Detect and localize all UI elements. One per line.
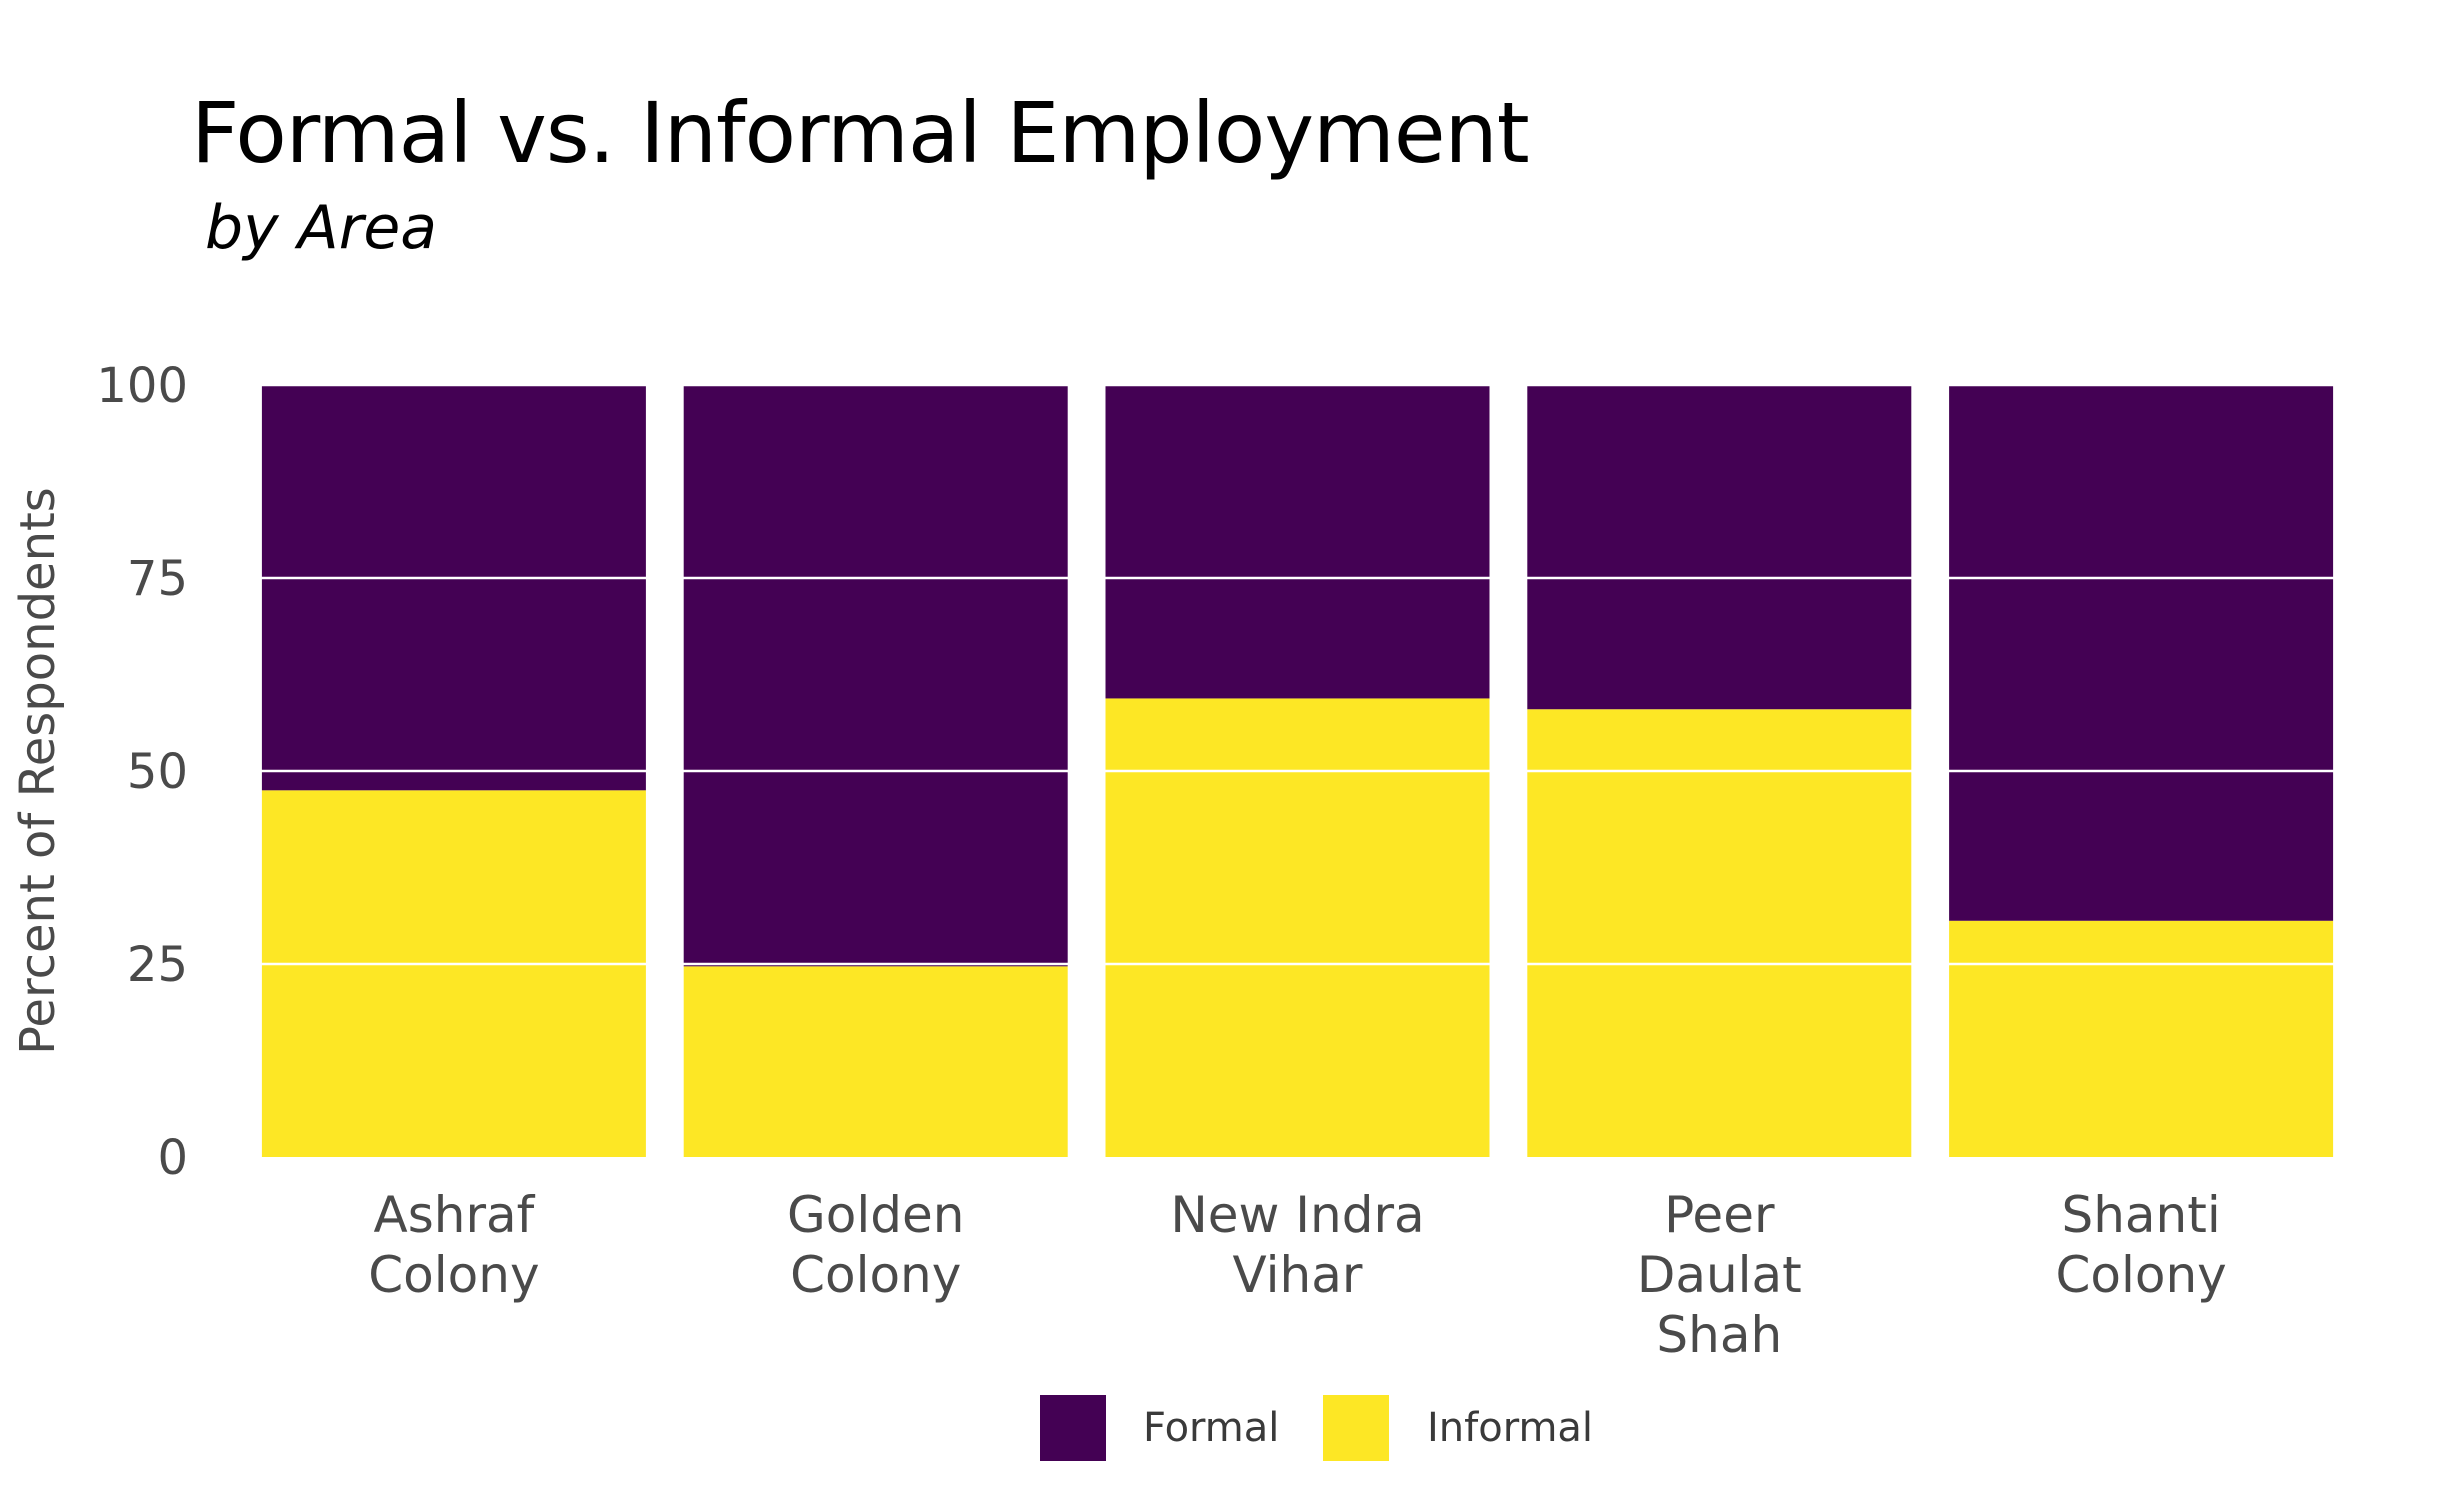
x-tick-label-2: New Indra Vihar — [1170, 1186, 1424, 1304]
y-tick-label-4: 100 — [96, 358, 188, 414]
y-tick-label-2: 50 — [127, 744, 188, 800]
bar-informal-0 — [261, 790, 646, 1157]
x-tick-label-0: Ashraf Colony — [368, 1186, 539, 1304]
bar-informal-2 — [1105, 698, 1490, 1157]
bar-informal-1 — [683, 966, 1068, 1157]
bar-informal-3 — [1527, 709, 1912, 1157]
y-axis-label: Percent of Respondents — [10, 487, 66, 1055]
bar-formal-3 — [1527, 385, 1912, 710]
chart-title: Formal vs. Informal Employment — [191, 84, 1530, 182]
x-tick-label-3: Peer Daulat Shah — [1637, 1186, 1802, 1364]
legend-swatch-formal — [1040, 1395, 1106, 1461]
bar-formal-4 — [1949, 385, 2334, 921]
bar-informal-4 — [1949, 920, 2334, 1157]
y-tick-label-0: 0 — [157, 1130, 188, 1186]
y-tick-label-1: 25 — [127, 937, 188, 993]
x-tick-label-1: Golden Colony — [787, 1186, 964, 1304]
legend-label-formal: Formal — [1143, 1405, 1279, 1451]
y-tick-label-3: 75 — [127, 551, 188, 607]
bar-formal-0 — [261, 385, 646, 791]
bar-formal-1 — [683, 385, 1068, 967]
legend-swatch-informal — [1323, 1395, 1389, 1461]
chart-subtitle: by Area — [205, 193, 438, 263]
legend-label-informal: Informal — [1427, 1405, 1593, 1451]
x-tick-label-4: Shanti Colony — [2055, 1186, 2226, 1304]
bar-formal-2 — [1105, 385, 1490, 699]
